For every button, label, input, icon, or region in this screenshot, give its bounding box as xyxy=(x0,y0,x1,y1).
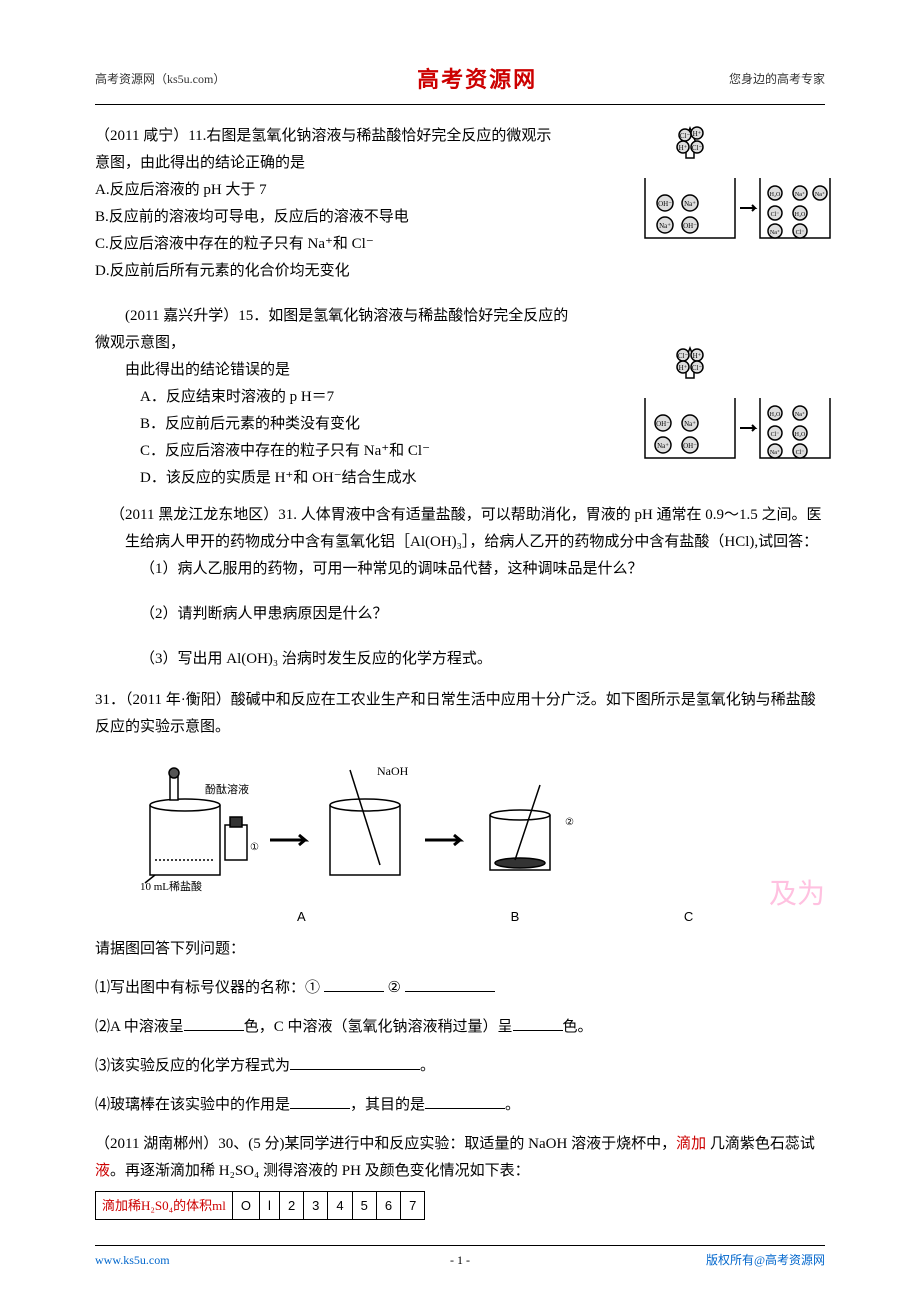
q3-p3: （3）写出用 Al(OH)₃ 治病时发生反应的化学方程式。 xyxy=(95,646,825,673)
svg-text:H₂O: H₂O xyxy=(770,192,781,198)
question-1: （2011 咸宁）11.右图是氢氧化钠溶液与稀盐酸恰好完全反应的微观示意图，由此… xyxy=(95,123,825,285)
naoh-label: NaOH xyxy=(377,764,409,778)
svg-text:H₂O: H₂O xyxy=(795,212,806,218)
table-cell: 3 xyxy=(304,1191,328,1219)
question-5: （2011 湖南郴州）30、(5 分)某同学进行中和反应实验：取适量的 NaOH… xyxy=(95,1131,825,1220)
label-c: C xyxy=(639,905,739,928)
experiment-figure: 酚酞溶液 ① 10 mL稀盐酸 NaOH ② A B C xyxy=(95,755,825,928)
q1-opt-a: A.反应后溶液的 pH 大于 7 xyxy=(95,177,565,204)
q1-opt-b: B.反应前的溶液均可导电，反应后的溶液不导电 xyxy=(95,204,565,231)
q4-p4: ⑷玻璃棒在该实验中的作用是，其目的是。 xyxy=(95,1092,825,1119)
header-center-logo: 高考资源网 xyxy=(417,60,537,100)
label-b: B xyxy=(435,905,595,928)
svg-text:OH⁻: OH⁻ xyxy=(656,420,670,428)
table-row: 滴加稀H₂S0₄的体积ml O l 2 3 4 5 6 7 xyxy=(96,1191,425,1219)
svg-text:Na⁺: Na⁺ xyxy=(770,229,780,236)
q1-stem: （2011 咸宁）11.右图是氢氧化钠溶液与稀盐酸恰好完全反应的微观示意图，由此… xyxy=(95,123,565,177)
experiment-diagram-icon: 酚酞溶液 ① 10 mL稀盐酸 NaOH ② xyxy=(95,755,655,905)
blank-field[interactable] xyxy=(184,1015,244,1031)
svg-text:H⁺: H⁺ xyxy=(693,130,702,138)
svg-text:Cl⁻: Cl⁻ xyxy=(680,132,691,140)
figure-labels: A B C xyxy=(95,905,825,928)
data-table: 滴加稀H₂S0₄的体积ml O l 2 3 4 5 6 7 xyxy=(95,1191,425,1220)
blank-field[interactable] xyxy=(290,1054,420,1070)
question-2: (2011 嘉兴升学）15．如图是氢氧化钠溶液与稀盐酸恰好完全反应的微观示意图，… xyxy=(95,303,825,492)
svg-text:H⁺: H⁺ xyxy=(693,352,702,360)
q2-stem1: (2011 嘉兴升学）15．如图是氢氧化钠溶液与稀盐酸恰好完全反应的微观示意图， xyxy=(95,303,575,357)
q1-opt-d: D.反应前后所有元素的化合价均无变化 xyxy=(95,258,565,285)
q4-stem: （2011 年·衡阳）酸碱中和反应在工农业生产和日常生活中应用十分广泛。如下图所… xyxy=(95,692,816,735)
svg-text:OH⁻: OH⁻ xyxy=(683,442,697,450)
q4-p3: ⑶该实验反应的化学方程式为。 xyxy=(95,1053,825,1080)
svg-text:Cl⁻: Cl⁻ xyxy=(692,364,703,372)
q2-stem2: 由此得出的结论错误的是 xyxy=(95,357,575,384)
question-4: 31．（2011 年·衡阳）酸碱中和反应在工农业生产和日常生活中应用十分广泛。如… xyxy=(95,687,825,1119)
blank-field[interactable] xyxy=(324,976,384,992)
svg-text:H⁺: H⁺ xyxy=(679,144,688,152)
footer-right: 版权所有@高考资源网 xyxy=(706,1250,825,1272)
table-cell: l xyxy=(260,1191,280,1219)
svg-text:H₂O: H₂O xyxy=(795,432,806,438)
svg-text:Cl⁻: Cl⁻ xyxy=(796,230,805,236)
footer-center: - 1 - xyxy=(450,1250,470,1272)
table-cell: 7 xyxy=(401,1191,425,1219)
question-3: （2011 黑龙江龙东地区）31. 人体胃液中含有适量盐酸，可以帮助消化，胃液的… xyxy=(95,502,825,673)
page-header: 高考资源网（ks5u.com） 高考资源网 您身边的高考专家 xyxy=(95,60,825,105)
svg-text:Na⁺: Na⁺ xyxy=(684,420,696,428)
table-cell: O xyxy=(232,1191,259,1219)
q3-p2: （2）请判断病人甲患病原因是什么？ xyxy=(95,601,825,628)
q2-opt-c: C．反应后溶液中存在的粒子只有 Na⁺和 Cl⁻ xyxy=(95,438,575,465)
table-cell: 6 xyxy=(376,1191,400,1219)
q4-p1: ⑴写出图中有标号仪器的名称：① ② xyxy=(95,975,825,1002)
q2-figure: Cl⁻ H⁺ H⁺ Cl⁻ OH⁻ Na⁺ Na⁺ OH⁻ H₂O Na⁺ Cl… xyxy=(605,343,835,473)
svg-text:Na⁺: Na⁺ xyxy=(659,222,671,230)
q4-p2: ⑵A 中溶液呈色，C 中溶液（氢氧化钠溶液稍过量）呈色。 xyxy=(95,1014,825,1041)
table-cell: 4 xyxy=(328,1191,352,1219)
svg-text:OH⁻: OH⁻ xyxy=(658,200,672,208)
table-header: 滴加稀H₂S0₄的体积ml xyxy=(96,1191,233,1219)
reaction-diagram-icon: Cl⁻ H⁺ H⁺ Cl⁻ OH⁻ Na⁺ Na⁺ OH⁻ H₂O Na⁺ Cl… xyxy=(605,343,835,473)
svg-text:Na⁺: Na⁺ xyxy=(770,449,780,456)
svg-text:Na⁺: Na⁺ xyxy=(684,200,696,208)
reaction-diagram-icon: Cl⁻ H⁺ H⁺ Cl⁻ OH⁻ Na⁺ Na⁺ OH⁻ H₂O Na⁺ Na… xyxy=(605,123,835,253)
svg-text:Cl⁻: Cl⁻ xyxy=(771,212,780,218)
svg-text:①: ① xyxy=(250,842,259,853)
svg-text:Cl⁻: Cl⁻ xyxy=(678,352,689,360)
svg-text:H⁺: H⁺ xyxy=(679,364,688,372)
table-cell: 2 xyxy=(279,1191,303,1219)
blank-field[interactable] xyxy=(425,1093,505,1109)
q4-num: 31． xyxy=(95,692,125,708)
blank-field[interactable] xyxy=(513,1015,563,1031)
watermark: 及为 xyxy=(769,870,825,920)
svg-text:Cl⁻: Cl⁻ xyxy=(796,450,805,456)
svg-text:OH⁻: OH⁻ xyxy=(683,222,697,230)
header-right: 您身边的高考专家 xyxy=(729,69,825,91)
q2-opt-a: A．反应结束时溶液的 p H＝7 xyxy=(95,384,575,411)
q5-stem: （2011 湖南郴州）30、(5 分)某同学进行中和反应实验：取适量的 NaOH… xyxy=(95,1131,825,1185)
svg-text:②: ② xyxy=(565,817,574,828)
q3-p1: （1）病人乙服用的药物，可用一种常见的调味品代替，这种调味品是什么？ xyxy=(95,556,825,583)
blank-field[interactable] xyxy=(405,976,495,992)
page-footer: www.ks5u.com - 1 - 版权所有@高考资源网 xyxy=(95,1245,825,1272)
table-cell: 5 xyxy=(352,1191,376,1219)
hcl-label: 10 mL稀盐酸 xyxy=(140,879,202,893)
footer-left: www.ks5u.com xyxy=(95,1250,170,1272)
svg-text:Na⁺: Na⁺ xyxy=(657,442,669,450)
blank-field[interactable] xyxy=(290,1093,350,1109)
q2-opt-d: D．该反应的实质是 H⁺和 OH⁻结合生成水 xyxy=(95,465,575,492)
phenol-label: 酚酞溶液 xyxy=(205,782,249,796)
svg-text:Cl⁻: Cl⁻ xyxy=(771,432,780,438)
q4-after: 请据图回答下列问题： xyxy=(95,936,825,963)
q3-stem: （2011 黑龙江龙东地区）31. 人体胃液中含有适量盐酸，可以帮助消化，胃液的… xyxy=(95,502,825,556)
svg-text:Na⁺: Na⁺ xyxy=(815,191,825,198)
header-left: 高考资源网（ks5u.com） xyxy=(95,69,225,91)
q1-figure: Cl⁻ H⁺ H⁺ Cl⁻ OH⁻ Na⁺ Na⁺ OH⁻ H₂O Na⁺ Na… xyxy=(605,123,835,253)
svg-text:Na⁺: Na⁺ xyxy=(795,191,805,198)
svg-text:H₂O: H₂O xyxy=(770,412,781,418)
label-a: A xyxy=(231,905,371,928)
svg-text:Na⁺: Na⁺ xyxy=(795,411,805,418)
q2-opt-b: B．反应前后元素的种类没有变化 xyxy=(95,411,575,438)
svg-text:Cl⁻: Cl⁻ xyxy=(692,144,703,152)
q1-opt-c: C.反应后溶液中存在的粒子只有 Na⁺和 Cl⁻ xyxy=(95,231,565,258)
